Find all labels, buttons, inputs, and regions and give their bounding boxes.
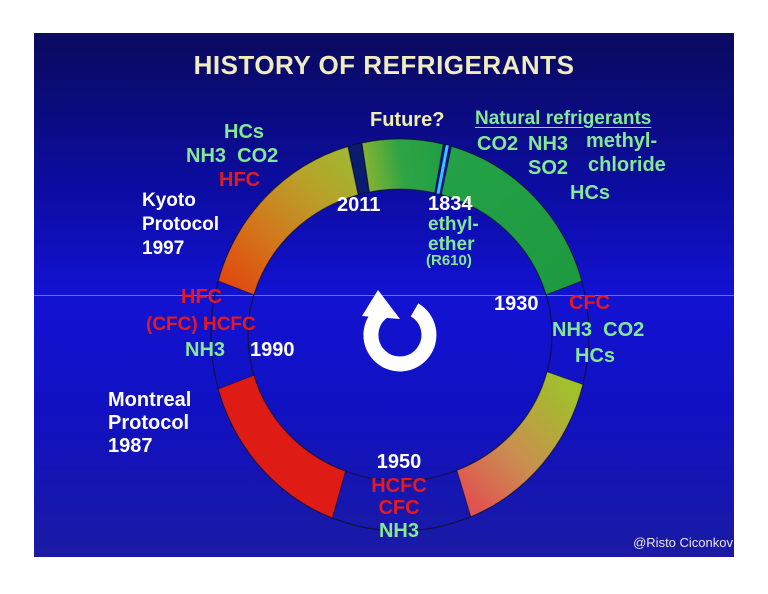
label-year-1950: 1950: [376, 451, 422, 473]
timeline-ring: [210, 138, 590, 532]
ring-segment-future-era: [361, 138, 444, 194]
label-montreal-line3: 1987: [108, 435, 153, 457]
label-year-1990: 1990: [250, 339, 295, 361]
ring-segment-divider-2011: [347, 142, 370, 196]
label-ethyl: ethyl-: [428, 214, 479, 235]
label-natural-so2: SO2: [528, 157, 569, 179]
ring-segment-hfc-era: [217, 145, 359, 296]
label-natural-refrigerants-heading: Natural refrigerants: [475, 108, 652, 129]
ring-segment-cfc-era: [217, 374, 347, 519]
label-future: Future?: [370, 109, 445, 131]
label-bottom-hcfc: HCFC: [371, 475, 427, 497]
label-bottom-nh3: NH3: [378, 520, 420, 542]
ring-segment-early-era: [440, 145, 583, 296]
label-year-1930: 1930: [494, 293, 539, 315]
label-kyoto-line2: Protocol: [142, 214, 220, 235]
label-natural-chloride: chloride: [588, 154, 666, 176]
label-ether: ether: [428, 234, 475, 255]
ring-segment-transition-era: [456, 371, 584, 518]
label-year-1834: 1834: [428, 193, 473, 215]
label-montreal-line2: Protocol: [108, 412, 190, 434]
label-natural-co2: CO2: [477, 133, 519, 155]
cycle-arrow-icon: [362, 290, 437, 372]
label-r610: (R610): [426, 252, 472, 269]
label-topleft-nh3-co2: NH3 CO2: [186, 145, 279, 167]
label-left-nh3: NH3: [185, 339, 226, 361]
label-right-hcs: HCs: [575, 345, 616, 367]
label-kyoto-line1: Kyoto: [142, 190, 196, 211]
label-right-nh3-co2: NH3 CO2: [552, 319, 645, 341]
credit-text: @Risto Ciconkov: [633, 535, 733, 550]
label-natural-methyl: methyl-: [586, 130, 658, 152]
ring-inner-outline: [247, 188, 553, 482]
label-kyoto-line3: 1997: [142, 238, 185, 259]
label-bottom-cfc: CFC: [378, 497, 420, 519]
label-montreal-line1: Montreal: [108, 389, 192, 411]
label-left-hfc: HFC: [181, 286, 223, 308]
label-left-cfc-hcfc: (CFC) HCFC: [146, 314, 256, 335]
label-natural-hcs: HCs: [570, 182, 611, 204]
label-topleft-hcs: HCs: [224, 121, 265, 143]
label-year-2011: 2011: [337, 194, 381, 216]
label-right-cfc: CFC: [569, 292, 611, 314]
slide-title: HISTORY OF REFRIGERANTS: [193, 50, 575, 80]
ring-segment-divider-1834: [436, 144, 449, 194]
label-topleft-hfc: HFC: [219, 169, 261, 191]
horizontal-divider-line: [34, 295, 734, 296]
label-natural-nh3: NH3: [528, 133, 569, 155]
